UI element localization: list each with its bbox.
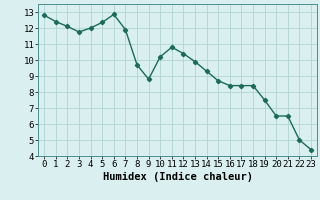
X-axis label: Humidex (Indice chaleur): Humidex (Indice chaleur) [103,172,252,182]
